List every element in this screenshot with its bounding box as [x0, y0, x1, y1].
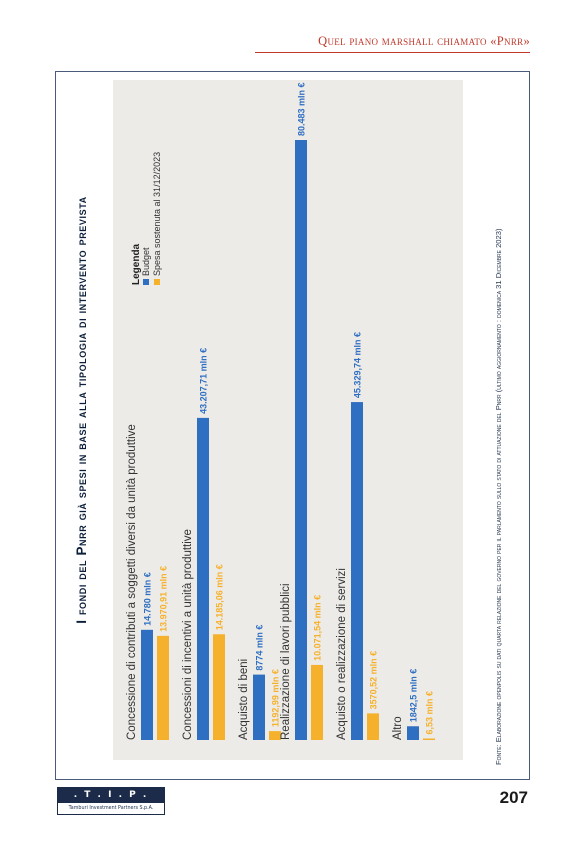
header-rule	[255, 52, 530, 53]
legend-label-spent: Spesa sostenuta al 31/12/2023	[152, 152, 162, 276]
budget-bar	[197, 417, 209, 740]
chart-container: Concessione di contributi a soggetti div…	[113, 80, 463, 760]
legend-label-budget: Budget	[141, 247, 151, 276]
tip-logo: . T . I . P . Tamburi Investment Partner…	[57, 787, 165, 815]
budget-value-label: 1842,5 mln €	[409, 669, 419, 723]
spent-value-label: 6,53 mln €	[425, 691, 435, 735]
spent-bar	[157, 635, 169, 740]
budget-value-label: 43.207,71 mln €	[199, 348, 209, 414]
legend-swatch-spent	[154, 279, 160, 285]
budget-value-label: 45.329,74 mln €	[353, 332, 363, 398]
bar-chart: Concessione di contributi a soggetti div…	[113, 80, 463, 760]
category-label: Acquisto di beni	[238, 659, 250, 740]
spent-bar	[269, 731, 281, 740]
budget-bar	[295, 140, 307, 740]
running-head: Quel piano marshall chiamato «Pnrr»	[318, 34, 530, 48]
logo-subtitle: Tamburi Investment Partners S.p.A.	[68, 806, 154, 811]
logo-mark: . T . I . P .	[58, 788, 164, 803]
spent-bar	[311, 664, 323, 740]
category-label: Concessioni di incentivi a unità produtt…	[182, 529, 194, 740]
budget-bar	[407, 726, 419, 740]
category-label: Altro	[392, 716, 404, 740]
budget-bar	[141, 629, 153, 740]
spent-value-label: 3570,52 mln €	[369, 651, 379, 710]
figure-title: I fondi del Pnrr già spesi in base alla …	[74, 196, 89, 624]
budget-value-label: 14.780 mln €	[143, 572, 153, 626]
spent-bar	[367, 713, 379, 740]
spent-value-label: 14.185,06 mln €	[215, 564, 225, 630]
legend-swatch-budget	[143, 279, 149, 285]
figure-frame	[55, 71, 530, 780]
spent-value-label: 13.970,91 mln €	[159, 566, 169, 632]
budget-value-label: 8774 mln €	[255, 625, 265, 671]
spent-value-label: 1192,99 mln €	[271, 669, 281, 727]
budget-bar	[351, 402, 363, 740]
budget-value-label: 80.483 mln €	[297, 82, 307, 136]
page-number: 207	[499, 788, 528, 807]
budget-bar	[253, 674, 265, 740]
category-label: Concessione di contributi a soggetti div…	[126, 424, 138, 740]
spent-value-label: 10.071,54 mln €	[313, 595, 323, 661]
source-note: Fonte: Elaborazione openpolis su dati qu…	[494, 228, 503, 765]
spent-bar	[423, 738, 435, 740]
category-label: Realizzazione di lavori pubblici	[280, 583, 292, 740]
category-label: Acquisto o realizzazione di servizi	[336, 568, 348, 740]
spent-bar	[213, 634, 225, 740]
legend-title: Legenda	[131, 243, 142, 285]
